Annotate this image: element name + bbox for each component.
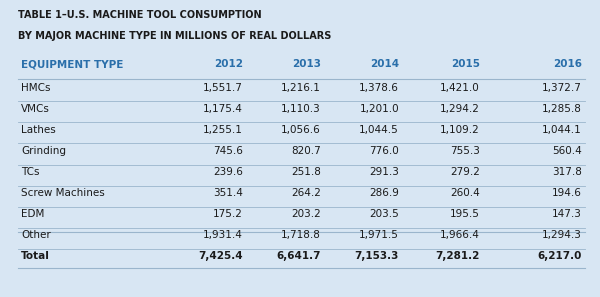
Text: 6,641.7: 6,641.7 bbox=[277, 251, 321, 261]
Text: 1,110.3: 1,110.3 bbox=[281, 104, 321, 114]
Text: Screw Machines: Screw Machines bbox=[21, 188, 105, 198]
Text: 203.5: 203.5 bbox=[369, 209, 399, 219]
Text: 286.9: 286.9 bbox=[369, 188, 399, 198]
Text: 251.8: 251.8 bbox=[291, 167, 321, 177]
Text: 264.2: 264.2 bbox=[291, 188, 321, 198]
Text: 1,931.4: 1,931.4 bbox=[203, 230, 243, 240]
Text: 1,294.2: 1,294.2 bbox=[440, 104, 480, 114]
Text: 1,109.2: 1,109.2 bbox=[440, 125, 480, 135]
Text: 239.6: 239.6 bbox=[213, 167, 243, 177]
Text: 317.8: 317.8 bbox=[552, 167, 582, 177]
Text: 1,216.1: 1,216.1 bbox=[281, 83, 321, 93]
Text: 1,378.6: 1,378.6 bbox=[359, 83, 399, 93]
Text: 1,175.4: 1,175.4 bbox=[203, 104, 243, 114]
Text: 7,425.4: 7,425.4 bbox=[199, 251, 243, 261]
Text: 820.7: 820.7 bbox=[291, 146, 321, 156]
Text: 1,285.8: 1,285.8 bbox=[542, 104, 582, 114]
Text: 1,966.4: 1,966.4 bbox=[440, 230, 480, 240]
Text: 203.2: 203.2 bbox=[291, 209, 321, 219]
Text: 1,044.5: 1,044.5 bbox=[359, 125, 399, 135]
Text: 1,201.0: 1,201.0 bbox=[359, 104, 399, 114]
Text: 1,056.6: 1,056.6 bbox=[281, 125, 321, 135]
Text: Total: Total bbox=[21, 251, 50, 261]
Text: 175.2: 175.2 bbox=[213, 209, 243, 219]
Text: 1,971.5: 1,971.5 bbox=[359, 230, 399, 240]
Text: 2013: 2013 bbox=[292, 59, 321, 69]
Text: 195.5: 195.5 bbox=[450, 209, 480, 219]
Text: 560.4: 560.4 bbox=[552, 146, 582, 156]
Text: 6,217.0: 6,217.0 bbox=[538, 251, 582, 261]
Text: 1,551.7: 1,551.7 bbox=[203, 83, 243, 93]
Text: Other: Other bbox=[21, 230, 51, 240]
Text: 2012: 2012 bbox=[214, 59, 243, 69]
Text: 194.6: 194.6 bbox=[552, 188, 582, 198]
Text: 2014: 2014 bbox=[370, 59, 399, 69]
Text: VMCs: VMCs bbox=[21, 104, 50, 114]
Text: 260.4: 260.4 bbox=[450, 188, 480, 198]
Text: Lathes: Lathes bbox=[21, 125, 56, 135]
Text: 745.6: 745.6 bbox=[213, 146, 243, 156]
Text: 1,718.8: 1,718.8 bbox=[281, 230, 321, 240]
Text: 351.4: 351.4 bbox=[213, 188, 243, 198]
Text: 7,281.2: 7,281.2 bbox=[436, 251, 480, 261]
Text: 755.3: 755.3 bbox=[450, 146, 480, 156]
Text: TCs: TCs bbox=[21, 167, 40, 177]
Text: BY MAJOR MACHINE TYPE IN MILLIONS OF REAL DOLLARS: BY MAJOR MACHINE TYPE IN MILLIONS OF REA… bbox=[18, 31, 331, 41]
Text: 2016: 2016 bbox=[553, 59, 582, 69]
Text: Grinding: Grinding bbox=[21, 146, 66, 156]
Text: 147.3: 147.3 bbox=[552, 209, 582, 219]
Text: HMCs: HMCs bbox=[21, 83, 50, 93]
Text: EDM: EDM bbox=[21, 209, 44, 219]
Text: 1,421.0: 1,421.0 bbox=[440, 83, 480, 93]
Text: 7,153.3: 7,153.3 bbox=[355, 251, 399, 261]
Text: 279.2: 279.2 bbox=[450, 167, 480, 177]
Text: TABLE 1–U.S. MACHINE TOOL CONSUMPTION: TABLE 1–U.S. MACHINE TOOL CONSUMPTION bbox=[18, 10, 262, 20]
Text: 776.0: 776.0 bbox=[369, 146, 399, 156]
Text: 1,044.1: 1,044.1 bbox=[542, 125, 582, 135]
Text: EQUIPMENT TYPE: EQUIPMENT TYPE bbox=[21, 59, 124, 69]
Text: 2015: 2015 bbox=[451, 59, 480, 69]
Text: 291.3: 291.3 bbox=[369, 167, 399, 177]
Text: 1,372.7: 1,372.7 bbox=[542, 83, 582, 93]
Text: 1,255.1: 1,255.1 bbox=[203, 125, 243, 135]
Text: 1,294.3: 1,294.3 bbox=[542, 230, 582, 240]
